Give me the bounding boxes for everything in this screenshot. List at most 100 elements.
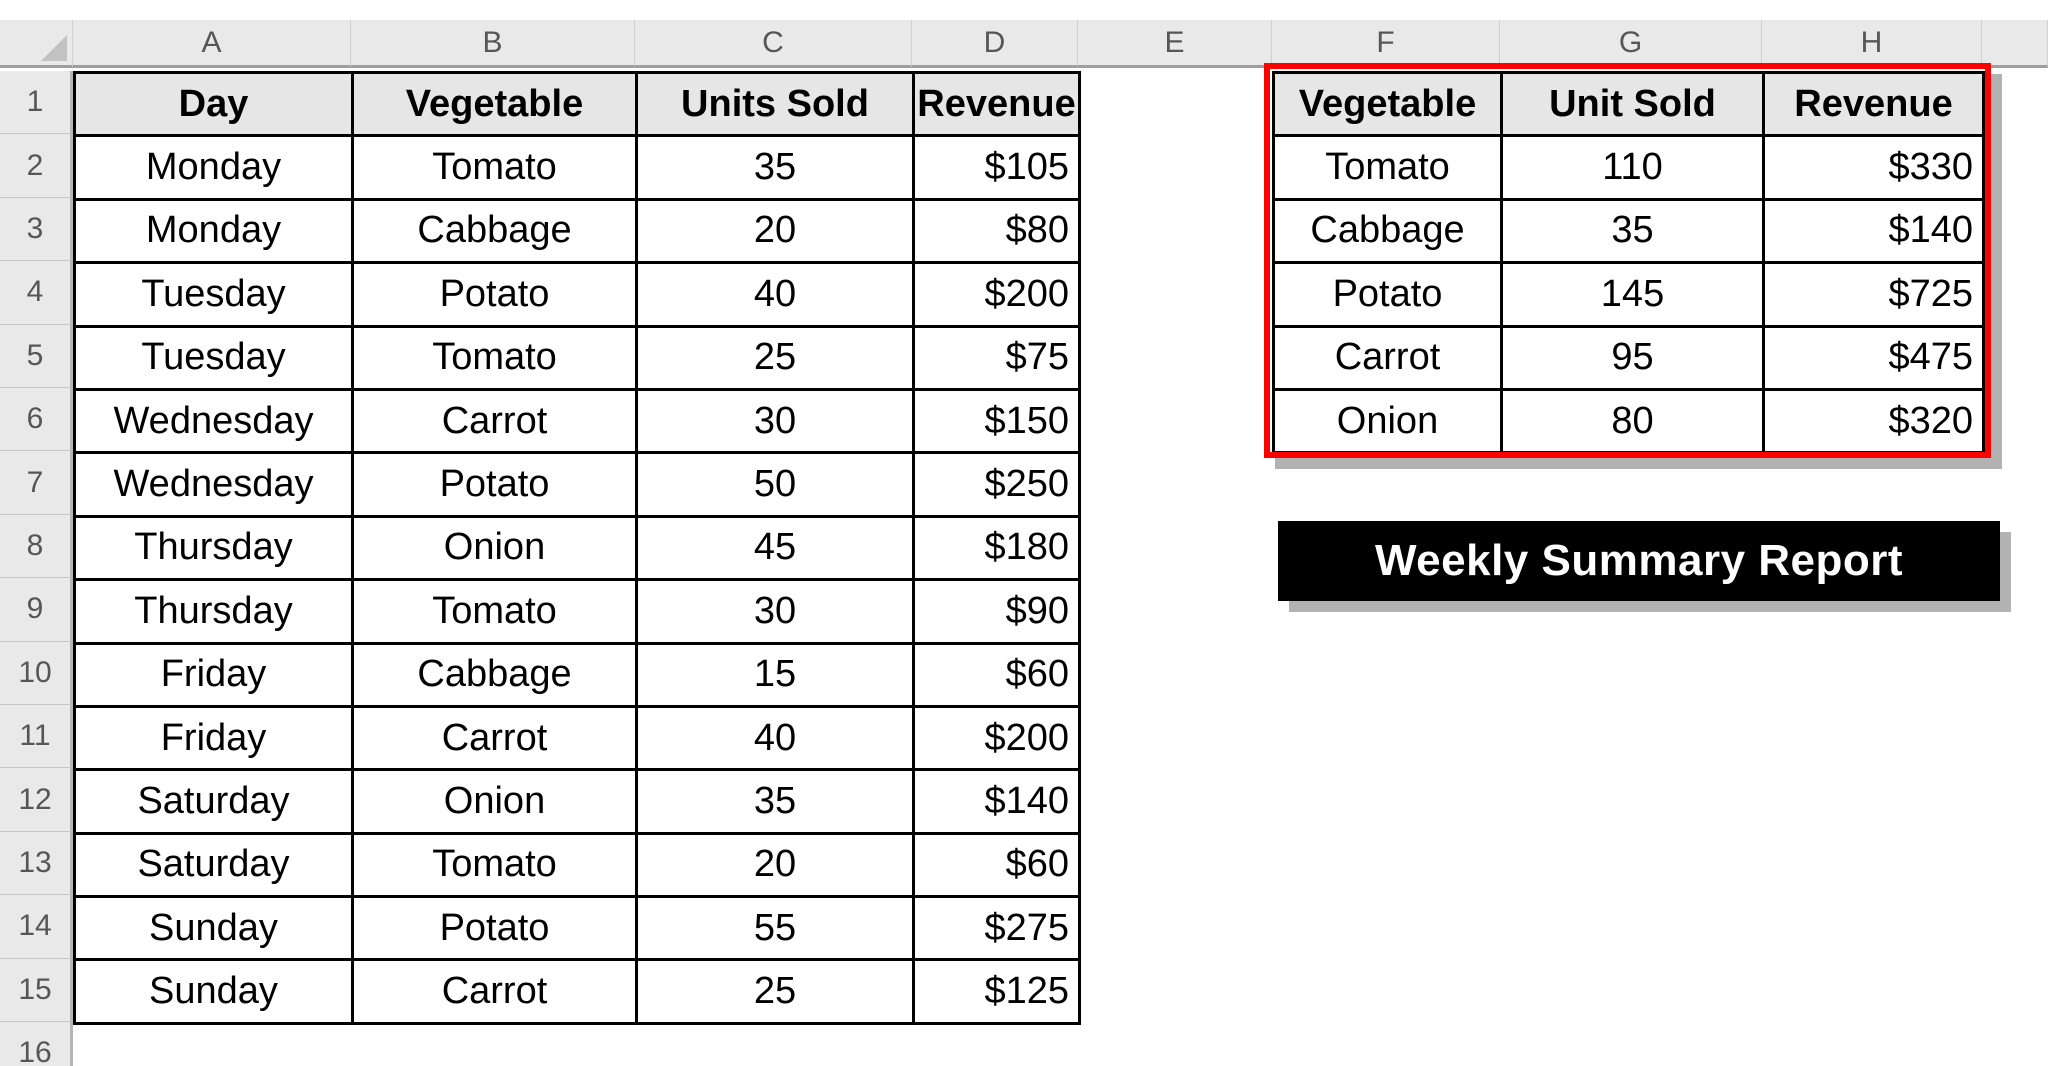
sales-cell[interactable]: Carrot <box>354 390 638 455</box>
sales-cell[interactable]: $80 <box>915 200 1081 265</box>
row-header-4[interactable]: 4 <box>0 261 73 325</box>
sales-cell[interactable]: 20 <box>638 834 915 899</box>
sales-cell[interactable]: Carrot <box>354 707 638 772</box>
sales-cell[interactable]: Thursday <box>76 517 354 582</box>
summary-cell[interactable]: Cabbage <box>1275 200 1503 265</box>
summary-cell[interactable]: Tomato <box>1275 137 1503 201</box>
sales-cell[interactable]: $60 <box>915 834 1081 899</box>
sales-cell[interactable]: Thursday <box>76 581 354 645</box>
sales-cell[interactable]: $180 <box>915 517 1081 582</box>
summary-cell[interactable]: 110 <box>1503 137 1765 201</box>
summary-header-cell[interactable]: Vegetable <box>1275 74 1503 138</box>
sales-header-cell[interactable]: Revenue <box>915 74 1081 138</box>
sales-header-cell[interactable]: Units Sold <box>638 74 915 138</box>
sales-cell[interactable]: Sunday <box>76 898 354 962</box>
sales-cell[interactable]: $125 <box>915 961 1081 1025</box>
sales-cell[interactable]: 40 <box>638 707 915 772</box>
sales-cell[interactable]: Sunday <box>76 961 354 1025</box>
sales-cell[interactable]: Wednesday <box>76 454 354 518</box>
sales-cell[interactable]: Potato <box>354 264 638 328</box>
row-header-12[interactable]: 12 <box>0 768 73 832</box>
sales-cell[interactable]: $105 <box>915 137 1081 201</box>
summary-cell[interactable]: $475 <box>1765 327 1985 391</box>
row-header-1[interactable]: 1 <box>0 71 73 135</box>
summary-cell[interactable]: 35 <box>1503 200 1765 265</box>
sales-cell[interactable]: Potato <box>354 454 638 518</box>
summary-cell[interactable]: $725 <box>1765 264 1985 328</box>
report-title-banner[interactable]: Weekly Summary Report <box>1278 521 2000 601</box>
sales-cell[interactable]: Friday <box>76 707 354 772</box>
column-header-h[interactable]: H <box>1762 20 1982 68</box>
column-header-f[interactable]: F <box>1272 20 1500 68</box>
sales-cell[interactable]: $90 <box>915 581 1081 645</box>
sales-cell[interactable]: 55 <box>638 898 915 962</box>
sales-cell[interactable]: Tomato <box>354 834 638 899</box>
sales-cell[interactable]: Tomato <box>354 327 638 391</box>
row-header-3[interactable]: 3 <box>0 197 73 262</box>
row-header-7[interactable]: 7 <box>0 451 73 515</box>
column-header-a[interactable]: A <box>73 20 351 68</box>
summary-cell[interactable]: $330 <box>1765 137 1985 201</box>
row-header-6[interactable]: 6 <box>0 388 73 452</box>
summary-header-cell[interactable]: Unit Sold <box>1503 74 1765 138</box>
summary-header-cell[interactable]: Revenue <box>1765 74 1985 138</box>
sales-cell[interactable]: 25 <box>638 961 915 1025</box>
sales-cell[interactable]: $140 <box>915 771 1081 835</box>
sales-cell[interactable]: $150 <box>915 390 1081 455</box>
column-header-partial[interactable] <box>1982 20 2048 68</box>
row-header-14[interactable]: 14 <box>0 895 73 959</box>
column-header-g[interactable]: G <box>1500 20 1762 68</box>
sales-cell[interactable]: 30 <box>638 390 915 455</box>
sales-cell[interactable]: $200 <box>915 707 1081 772</box>
sales-cell[interactable]: 35 <box>638 771 915 835</box>
row-header-5[interactable]: 5 <box>0 324 73 388</box>
summary-cell[interactable]: Carrot <box>1275 327 1503 391</box>
summary-cell[interactable]: Onion <box>1275 390 1503 455</box>
column-header-d[interactable]: D <box>912 20 1078 68</box>
select-all-corner[interactable] <box>0 20 73 68</box>
sales-cell[interactable]: $250 <box>915 454 1081 518</box>
sales-cell[interactable]: Potato <box>354 898 638 962</box>
sales-cell[interactable]: 40 <box>638 264 915 328</box>
column-header-e[interactable]: E <box>1078 20 1272 68</box>
sales-cell[interactable]: $75 <box>915 327 1081 391</box>
sales-cell[interactable]: $275 <box>915 898 1081 962</box>
sales-cell[interactable]: Saturday <box>76 771 354 835</box>
sales-cell[interactable]: $200 <box>915 264 1081 328</box>
sales-cell[interactable]: 35 <box>638 137 915 201</box>
row-header-8[interactable]: 8 <box>0 514 73 579</box>
summary-cell[interactable]: 80 <box>1503 390 1765 455</box>
sales-cell[interactable]: Wednesday <box>76 390 354 455</box>
sales-cell[interactable]: 25 <box>638 327 915 391</box>
row-header-13[interactable]: 13 <box>0 831 73 896</box>
summary-cell[interactable]: 95 <box>1503 327 1765 391</box>
sales-cell[interactable]: 15 <box>638 644 915 708</box>
sales-cell[interactable]: Friday <box>76 644 354 708</box>
row-header-16[interactable]: 16 <box>0 1022 73 1066</box>
column-header-c[interactable]: C <box>635 20 912 68</box>
sales-cell[interactable]: Monday <box>76 200 354 265</box>
summary-cell[interactable]: $320 <box>1765 390 1985 455</box>
sales-cell[interactable]: Monday <box>76 137 354 201</box>
sales-cell[interactable]: Tuesday <box>76 264 354 328</box>
sales-cell[interactable]: Tomato <box>354 581 638 645</box>
sales-cell[interactable]: Onion <box>354 517 638 582</box>
row-header-9[interactable]: 9 <box>0 578 73 642</box>
summary-cell[interactable]: 145 <box>1503 264 1765 328</box>
sales-cell[interactable]: Cabbage <box>354 200 638 265</box>
row-header-10[interactable]: 10 <box>0 641 73 705</box>
sales-cell[interactable]: 20 <box>638 200 915 265</box>
sales-cell[interactable]: 30 <box>638 581 915 645</box>
sales-cell[interactable]: Saturday <box>76 834 354 899</box>
column-header-b[interactable]: B <box>351 20 635 68</box>
summary-cell[interactable]: $140 <box>1765 200 1985 265</box>
row-header-11[interactable]: 11 <box>0 705 73 769</box>
sales-header-cell[interactable]: Vegetable <box>354 74 638 138</box>
row-header-15[interactable]: 15 <box>0 958 73 1022</box>
sales-cell[interactable]: Tomato <box>354 137 638 201</box>
sales-cell[interactable]: Carrot <box>354 961 638 1025</box>
row-header-2[interactable]: 2 <box>0 134 73 198</box>
sales-cell[interactable]: Onion <box>354 771 638 835</box>
sales-cell[interactable]: 50 <box>638 454 915 518</box>
sales-header-cell[interactable]: Day <box>76 74 354 138</box>
